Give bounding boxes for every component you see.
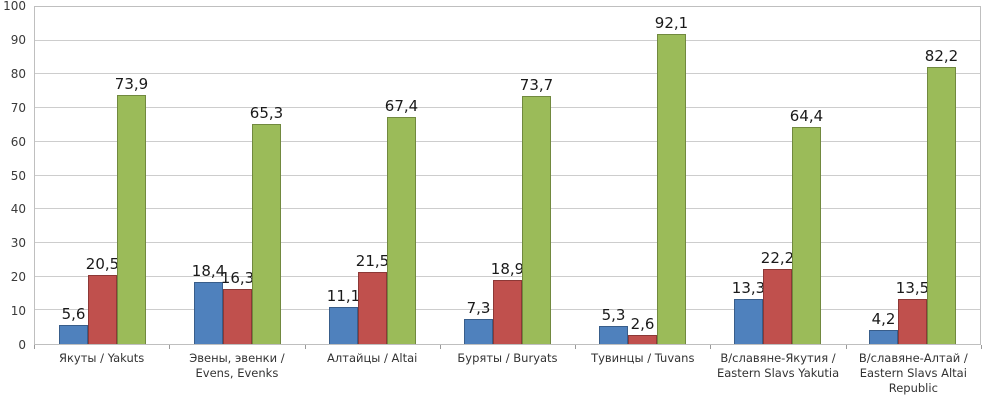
gridline — [35, 241, 980, 243]
x-axis-tick — [304, 345, 306, 349]
y-axis-tick-label: 90 — [10, 32, 26, 47]
data-label: 22,2 — [760, 249, 795, 268]
bar-groups: 5,6 20,5 73,9 18,4 16,3 65,3 11,1 21,5 67,4 7,3 18… — [35, 7, 980, 344]
y-axis-tick-label: 20 — [10, 270, 26, 285]
data-label: 82,2 — [924, 47, 959, 65]
data-label: 67,4 — [384, 96, 419, 115]
gridline — [35, 275, 980, 277]
category-label: Эвены, эвенки / Evens, Evenks — [189, 351, 285, 380]
data-label: 13,3 — [731, 279, 766, 298]
category-label: Алтайцы / Altai — [327, 351, 418, 365]
gridline — [35, 107, 980, 109]
bar-series-red: 16,3 — [221, 269, 254, 344]
bar-series-red: 21,5 — [356, 252, 389, 344]
bar-series-blue: 13,3 — [732, 279, 765, 344]
bar-series-red: 20,5 — [86, 255, 119, 344]
data-label: 73,7 — [519, 75, 554, 94]
data-label: 65,3 — [249, 103, 284, 122]
bar-series-green: 92,1 — [655, 14, 688, 344]
plot-area: 5,6 20,5 73,9 18,4 16,3 65,3 11,1 21,5 67,4 7,3 18… — [34, 6, 981, 345]
bar-series-red: 18,9 — [491, 260, 524, 344]
x-axis-tick — [845, 345, 847, 349]
data-label: 16,3 — [220, 269, 255, 288]
bar-series-blue: 18,4 — [192, 262, 225, 344]
y-axis-tick-label: 30 — [10, 236, 26, 251]
y-axis-tick-label: 80 — [10, 66, 26, 81]
y-axis-tick-label: 10 — [10, 304, 26, 319]
bar-series-blue: 5,3 — [599, 306, 628, 344]
data-label: 4,2 — [871, 309, 896, 328]
data-label: 13,5 — [895, 278, 930, 297]
bar-series-red: 2,6 — [628, 315, 657, 344]
bar-series-blue: 4,2 — [869, 310, 898, 344]
data-label: 73,9 — [114, 74, 149, 93]
y-axis-tick-label: 100 — [3, 0, 26, 13]
bar-series-red: 13,5 — [896, 279, 929, 344]
bar-series-green: 67,4 — [385, 97, 418, 344]
y-axis-tick-label: 40 — [10, 202, 26, 217]
data-label: 21,5 — [355, 251, 390, 270]
category-label: Якуты / Yakuts — [58, 351, 145, 365]
data-label: 20,5 — [85, 254, 120, 273]
data-label: 18,9 — [490, 260, 525, 279]
data-label: 5,6 — [61, 305, 86, 324]
bar-group: 13,3 22,2 64,4 — [710, 7, 845, 344]
bar-group: 4,2 13,5 82,2 — [845, 7, 980, 344]
data-label: 18,4 — [191, 262, 226, 280]
x-axis-tick — [439, 345, 441, 349]
bar-series-green: 65,3 — [250, 104, 283, 344]
bar-series-blue: 5,6 — [59, 305, 88, 344]
y-axis-tick-label: 60 — [10, 134, 26, 149]
bar-group: 5,3 2,6 92,1 — [575, 7, 710, 344]
bar-group: 18,4 16,3 65,3 — [170, 7, 305, 344]
x-axis-tick — [981, 345, 982, 349]
category-label: Буряты / Buryats — [457, 351, 558, 365]
bar-series-blue: 7,3 — [464, 299, 493, 344]
gridline — [35, 174, 980, 176]
x-axis-tick — [169, 345, 171, 349]
category-label: В/славяне-Якутия / Eastern Slavs Yakutia — [716, 351, 840, 380]
gridline — [35, 39, 980, 41]
x-axis-tick — [710, 345, 712, 349]
data-label: 2,6 — [630, 315, 655, 334]
data-label: 7,3 — [466, 299, 491, 318]
category-label: В/славяне-Алтай / Eastern Slavs Altai Re… — [858, 351, 968, 395]
data-label: 5,3 — [601, 306, 626, 325]
gridline — [35, 208, 980, 210]
data-label: 92,1 — [654, 13, 689, 32]
bar-group: 5,6 20,5 73,9 — [35, 7, 170, 344]
bar-series-green: 73,9 — [115, 75, 148, 344]
gridline — [35, 140, 980, 142]
y-axis: 0 10 20 30 40 50 60 70 80 90 100 — [0, 0, 30, 352]
bar-series-red: 22,2 — [761, 249, 794, 344]
bar-group: 7,3 18,9 73,7 — [440, 7, 575, 344]
bar-series-blue: 11,1 — [327, 287, 360, 344]
x-axis: Якуты / Yakuts Эвены, эвенки / Evens, Eve… — [34, 345, 982, 405]
x-axis-tick — [34, 345, 35, 349]
bar-series-green: 82,2 — [925, 47, 958, 344]
data-label: 11,1 — [326, 286, 361, 305]
gridline — [35, 73, 980, 75]
bar-group: 11,1 21,5 67,4 — [305, 7, 440, 344]
data-label: 64,4 — [789, 106, 824, 125]
category-label: Тувинцы / Tuvans — [591, 351, 695, 365]
bar-series-green: 64,4 — [790, 107, 823, 344]
y-axis-tick-label: 70 — [10, 100, 26, 115]
y-axis-tick-label: 0 — [18, 338, 26, 352]
x-axis-tick — [575, 345, 577, 349]
category-labels: Якуты / Yakuts Эвены, эвенки / Evens, Eve… — [34, 345, 981, 396]
bar-series-green: 73,7 — [520, 76, 553, 344]
y-axis-tick-label: 50 — [10, 168, 26, 183]
